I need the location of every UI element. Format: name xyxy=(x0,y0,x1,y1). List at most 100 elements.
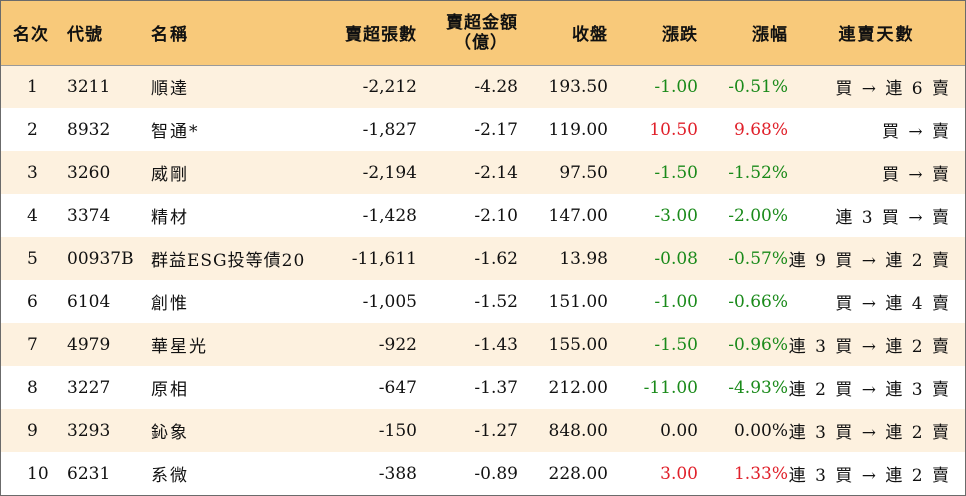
cell-rank: 5 xyxy=(27,248,38,269)
cell-net-sell-amount: -2.14 xyxy=(474,162,518,183)
cell-net-sell-lots: -922 xyxy=(378,334,417,355)
cell-name: 順達 xyxy=(151,79,189,100)
cell-net-sell-amount: -4.28 xyxy=(474,76,518,97)
cell-consecutive-days: 連 3 買 → 連 2 賣 xyxy=(788,466,951,486)
cell-close: 212.00 xyxy=(548,377,608,398)
cell-change-pct: 0.00% xyxy=(733,420,788,441)
cell-code: 3260 xyxy=(67,162,111,183)
cell-code: 00937B xyxy=(67,248,134,269)
cell-consecutive-days: 買 → 賣 xyxy=(881,165,951,185)
cell-rank: 6 xyxy=(27,291,38,312)
cell-rank: 2 xyxy=(27,119,38,140)
cell-change: -11.00 xyxy=(643,377,698,398)
cell-change-pct: -0.57% xyxy=(728,248,788,269)
cell-name: 精材 xyxy=(151,208,189,228)
cell-consecutive-days: 買 → 連 6 賣 xyxy=(835,79,951,100)
cell-close: 97.50 xyxy=(559,162,608,183)
header-row: 名次 代號 名稱 賣超張數 賣超金額 （億） 收盤 漲跌 漲幅 連賣天數 xyxy=(1,1,965,65)
cell-net-sell-amount: -1.52 xyxy=(474,291,518,312)
header-change-pct: 漲幅 xyxy=(752,25,788,46)
cell-change: 3.00 xyxy=(660,463,698,484)
cell-consecutive-days: 連 3 買 → 連 2 賣 xyxy=(788,423,951,443)
cell-close: 13.98 xyxy=(559,248,608,269)
table-row: 10 6231 系微 -388 -0.89 228.00 3.00 1.33% … xyxy=(1,452,965,495)
cell-code: 3293 xyxy=(67,420,111,441)
header-consecutive-days: 連賣天數 xyxy=(838,25,915,46)
cell-rank: 3 xyxy=(27,162,38,183)
cell-net-sell-amount: -2.17 xyxy=(474,119,518,140)
cell-change-pct: -0.96% xyxy=(728,334,788,355)
table-row: 1 3211 順達 -2,212 -4.28 193.50 -1.00 -0.5… xyxy=(1,65,965,108)
cell-name: 華星光 xyxy=(151,337,208,357)
cell-consecutive-days: 連 3 買 → 連 2 賣 xyxy=(788,337,951,357)
cell-net-sell-amount: -1.62 xyxy=(474,248,518,269)
table-row: 5 00937B 群益ESG投等債20 -11,611 -1.62 13.98 … xyxy=(1,237,965,280)
header-net-sell-amount: 賣超金額 （億） xyxy=(417,1,518,65)
cell-net-sell-amount: -0.89 xyxy=(474,463,518,484)
cell-change-pct: -4.93% xyxy=(728,377,788,398)
header-net-sell-lots: 賣超張數 xyxy=(345,25,417,46)
cell-close: 155.00 xyxy=(548,334,608,355)
cell-name: 群益ESG投等債20 xyxy=(151,251,306,271)
cell-name: 智通* xyxy=(151,122,200,142)
cell-net-sell-lots: -1,428 xyxy=(362,205,417,226)
cell-name: 威剛 xyxy=(151,165,189,185)
cell-change-pct: -0.51% xyxy=(728,76,788,97)
table-body: 1 3211 順達 -2,212 -4.28 193.50 -1.00 -0.5… xyxy=(1,65,965,495)
cell-change: -1.00 xyxy=(654,291,698,312)
cell-code: 3374 xyxy=(67,205,111,226)
table-row: 7 4979 華星光 -922 -1.43 155.00 -1.50 -0.96… xyxy=(1,323,965,366)
header-net-sell-amount-unit: （億） xyxy=(454,32,508,53)
cell-code: 4979 xyxy=(67,334,111,355)
cell-net-sell-amount: -1.43 xyxy=(474,334,518,355)
cell-net-sell-lots: -1,827 xyxy=(362,119,417,140)
table-row: 6 6104 創惟 -1,005 -1.52 151.00 -1.00 -0.6… xyxy=(1,280,965,323)
cell-name: 鈊象 xyxy=(151,423,189,443)
header-net-sell-amount-label: 賣超金額 xyxy=(446,12,518,33)
cell-net-sell-lots: -2,212 xyxy=(362,76,417,97)
cell-close: 848.00 xyxy=(548,420,608,441)
cell-net-sell-lots: -388 xyxy=(378,463,417,484)
cell-consecutive-days: 連 3 買 → 賣 xyxy=(835,208,951,228)
table-row: 3 3260 威剛 -2,194 -2.14 97.50 -1.50 -1.52… xyxy=(1,151,965,194)
cell-close: 193.50 xyxy=(548,76,608,97)
cell-change-pct: 1.33% xyxy=(733,463,788,484)
cell-name: 原相 xyxy=(151,380,189,400)
cell-rank: 4 xyxy=(27,205,38,226)
cell-net-sell-amount: -1.37 xyxy=(474,377,518,398)
cell-name: 創惟 xyxy=(151,294,189,314)
cell-rank: 1 xyxy=(27,76,38,97)
header-rank: 名次 xyxy=(13,25,49,46)
cell-change: 10.50 xyxy=(649,119,698,140)
header-name: 名稱 xyxy=(151,25,189,46)
cell-change-pct: 9.68% xyxy=(733,119,788,140)
cell-code: 8932 xyxy=(67,119,111,140)
cell-consecutive-days: 連 9 買 → 連 2 賣 xyxy=(788,251,951,271)
cell-close: 151.00 xyxy=(548,291,608,312)
table-header: 名次 代號 名稱 賣超張數 賣超金額 （億） 收盤 漲跌 漲幅 連賣天數 xyxy=(1,1,965,65)
table-row: 4 3374 精材 -1,428 -2.10 147.00 -3.00 -2.0… xyxy=(1,194,965,237)
table-row: 8 3227 原相 -647 -1.37 212.00 -11.00 -4.93… xyxy=(1,366,965,409)
cell-code: 3227 xyxy=(67,377,111,398)
cell-code: 6231 xyxy=(67,463,111,484)
cell-change: -1.00 xyxy=(654,76,698,97)
cell-change-pct: -0.66% xyxy=(728,291,788,312)
cell-code: 6104 xyxy=(67,291,111,312)
cell-rank: 8 xyxy=(27,377,38,398)
cell-consecutive-days: 買 → 賣 xyxy=(881,122,951,142)
cell-name: 系微 xyxy=(151,466,189,486)
cell-change: -1.50 xyxy=(654,162,698,183)
header-close: 收盤 xyxy=(572,25,608,46)
cell-change-pct: -1.52% xyxy=(728,162,788,183)
cell-change: 0.00 xyxy=(660,420,698,441)
cell-change-pct: -2.00% xyxy=(728,205,788,226)
table-row: 9 3293 鈊象 -150 -1.27 848.00 0.00 0.00% 連… xyxy=(1,409,965,452)
cell-close: 119.00 xyxy=(548,119,608,140)
cell-net-sell-lots: -2,194 xyxy=(362,162,417,183)
cell-code: 3211 xyxy=(67,76,111,97)
cell-close: 147.00 xyxy=(548,205,608,226)
table-row: 2 8932 智通* -1,827 -2.17 119.00 10.50 9.6… xyxy=(1,108,965,151)
header-code: 代號 xyxy=(67,25,103,46)
